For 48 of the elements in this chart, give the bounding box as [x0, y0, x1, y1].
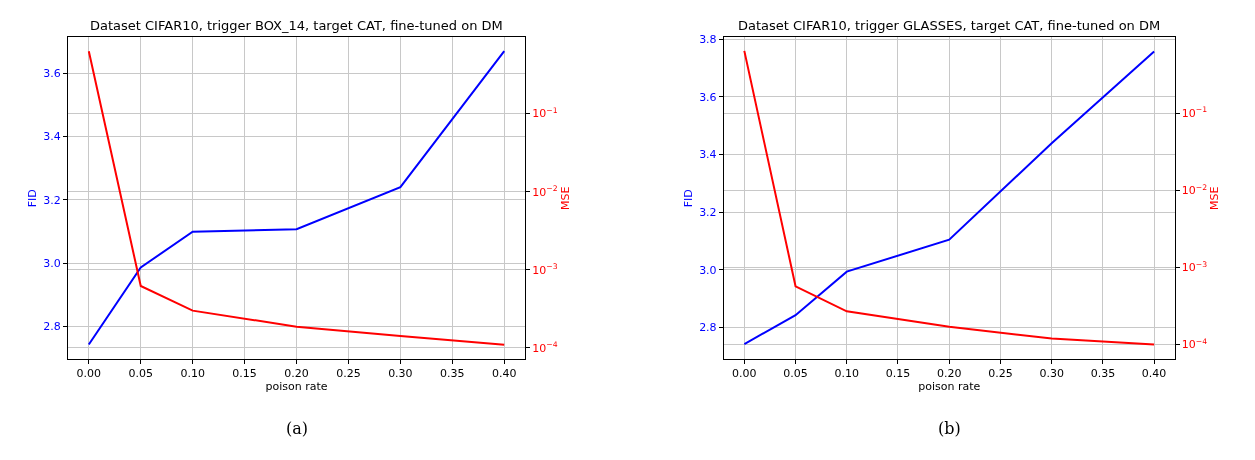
x-tick-label: 0.15 [885, 367, 911, 381]
y2-tick-label: 10$^{−1}$ [532, 105, 558, 121]
chart-title: Dataset CIFAR10, trigger BOX_14, target CAT, fine-tuned on DM [90, 18, 503, 33]
x-axis-title: poison rate [265, 380, 328, 394]
y-tick-label: 3.2 [699, 206, 717, 220]
y-tick-label: 3.4 [43, 130, 61, 144]
y-axis-title: FID [25, 189, 39, 208]
y-tick-label: 3.6 [699, 90, 717, 104]
chart-title: Dataset CIFAR10, trigger GLASSES, target CAT, fine-tuned on DM [738, 18, 1161, 33]
text: (a) [286, 419, 309, 438]
x-tick-label: 0.30 [1039, 367, 1064, 381]
y-tick-label: 3.2 [43, 193, 61, 207]
y-tick-label: 3.8 [699, 33, 717, 47]
x-tick-label: 0.15 [232, 367, 257, 381]
y2-axis-title: MSE [558, 186, 572, 210]
x-tick-label: 0.05 [783, 367, 808, 381]
text: (b) [938, 419, 961, 438]
x-tick-label: 0.25 [988, 367, 1013, 381]
x-tick-label: 0.25 [336, 367, 361, 381]
y-axis-title: FID [681, 189, 695, 208]
y2-tick-label: 10$^{−3}$ [1181, 259, 1208, 275]
y-tick-label: 3.4 [699, 148, 717, 162]
x-tick-label: 0.10 [180, 367, 205, 381]
y2-tick-label: 10$^{−2}$ [1181, 182, 1208, 198]
y-tick-label: 3.0 [699, 263, 717, 277]
y2-tick-label: 10$^{−4}$ [1181, 336, 1208, 352]
x-tick-label: 0.00 [76, 367, 102, 381]
y2-tick-label: 10$^{−1}$ [1181, 105, 1208, 120]
y-tick-label: 2.8 [699, 321, 717, 335]
line-series [87, 50, 506, 346]
y-tick-label: 3.0 [43, 256, 61, 270]
y2-tick-label: 10$^{−4}$ [532, 340, 558, 355]
x-tick-label: 0.10 [834, 367, 860, 381]
x-tick-label: 0.30 [388, 367, 413, 381]
x-tick-label: 0.20 [284, 367, 309, 381]
x-tick-label: 0.35 [1090, 367, 1116, 381]
x-tick-label: 0.20 [936, 367, 962, 381]
x-tick-label: 0.40 [1141, 367, 1167, 381]
y-tick-label: 2.8 [43, 320, 61, 334]
y-tick-label: 3.6 [43, 67, 61, 81]
x-tick-label: 0.35 [440, 367, 465, 381]
y2-tick-label: 10$^{−3}$ [532, 262, 558, 277]
x-tick-label: 0.00 [732, 367, 757, 381]
y2-axis-title: MSE [1208, 186, 1222, 210]
x-axis-title: poison rate [918, 380, 981, 394]
y2-tick-label: 10$^{−2}$ [532, 183, 558, 199]
x-tick-label: 0.05 [128, 367, 153, 381]
x-tick-label: 0.40 [491, 367, 517, 381]
